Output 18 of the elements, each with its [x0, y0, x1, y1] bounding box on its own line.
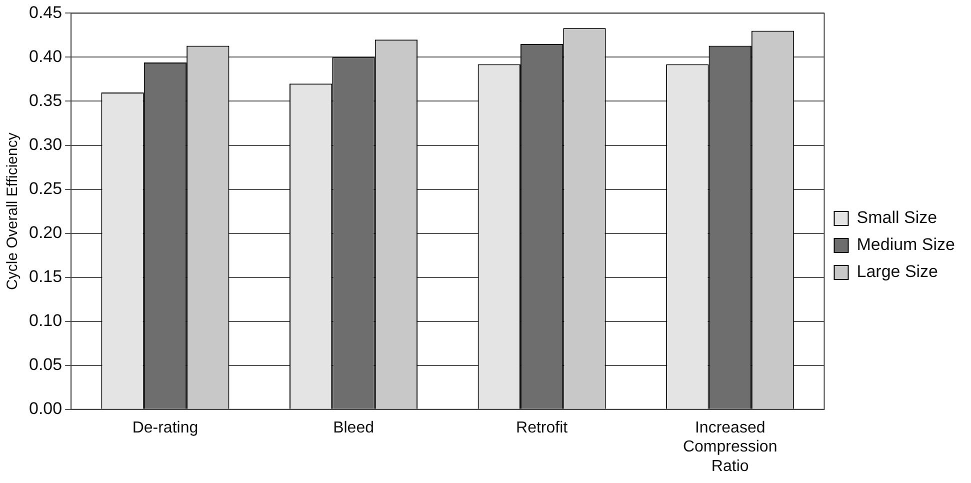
x-tick-label: Increased Compression Ratio: [682, 419, 778, 475]
legend-label: Medium Size: [856, 235, 956, 254]
y-tick-label: 0.25: [28, 178, 62, 198]
y-tick-label: 0.30: [28, 134, 62, 154]
legend-label: Large Size: [856, 262, 938, 282]
y-axis-title: Cycle Overall Efficiency: [4, 132, 22, 290]
y-tick-label: 0.15: [28, 267, 62, 286]
legend-label: Small Size: [856, 208, 938, 228]
y-tick-label: 0.00: [28, 399, 62, 418]
y-tick-label: 0.10: [28, 311, 62, 330]
y-tick-label: 0.45: [28, 2, 62, 22]
y-tick-label: 0.20: [28, 223, 62, 242]
x-tick-label: Bleed: [333, 419, 374, 436]
y-tick-label: 0.40: [28, 46, 62, 66]
y-tick-label: 0.05: [28, 355, 62, 374]
y-tick-label: 0.35: [28, 90, 62, 110]
x-tick-label: De-rating: [132, 419, 198, 436]
x-tick-label: Retrofit: [516, 419, 568, 436]
